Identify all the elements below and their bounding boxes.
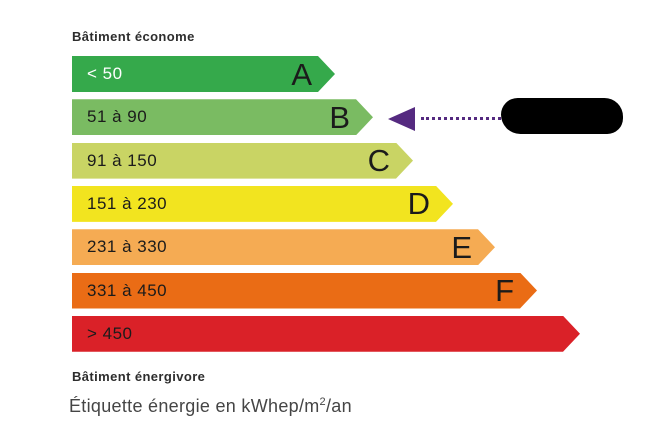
energy-bar-g: > 450 xyxy=(72,316,580,352)
chart-caption: Étiquette énergie en kWhep/m2/an xyxy=(69,396,352,417)
energy-bar-b: 51 à 90 B xyxy=(72,99,373,135)
caption-suffix: /an xyxy=(325,396,352,416)
caption-prefix: Étiquette énergie en kWhep/m xyxy=(69,396,320,416)
range-label-c: 91 à 150 xyxy=(87,150,158,170)
range-label-b: 51 à 90 xyxy=(87,107,148,127)
energy-hungry-building-label: Bâtiment énergivore xyxy=(72,369,206,384)
range-label-d: 151 à 230 xyxy=(87,193,168,213)
grade-letter-a: A xyxy=(291,56,312,92)
range-label-a: < 50 xyxy=(87,64,123,83)
grade-letter-c: C xyxy=(367,143,390,179)
range-label-g: > 450 xyxy=(87,323,133,343)
selection-arrow-icon xyxy=(388,107,415,131)
grade-letter-d: D xyxy=(407,186,430,222)
caption-superscript: 2 xyxy=(319,396,326,408)
grade-letter-b: B xyxy=(329,99,350,135)
redacted-value-blob xyxy=(501,98,623,134)
energy-bar-f: 331 à 450 F xyxy=(72,273,537,309)
dotted-connector-line xyxy=(421,117,501,120)
energy-bar-d: 151 à 230 D xyxy=(72,186,453,222)
range-label-e: 231 à 330 xyxy=(87,237,168,257)
energy-scale: < 50 A 51 à 90 B 91 à 150 C 151 à 230 D … xyxy=(72,56,612,356)
range-label-f: 331 à 450 xyxy=(87,280,168,300)
energy-bar-a: < 50 A xyxy=(72,56,335,92)
grade-letter-f: F xyxy=(495,273,514,308)
energy-bar-e: 231 à 330 E xyxy=(72,229,495,265)
economical-building-label: Bâtiment économe xyxy=(72,29,195,44)
grade-letter-e: E xyxy=(451,229,472,265)
energy-bar-c: 91 à 150 C xyxy=(72,143,413,179)
